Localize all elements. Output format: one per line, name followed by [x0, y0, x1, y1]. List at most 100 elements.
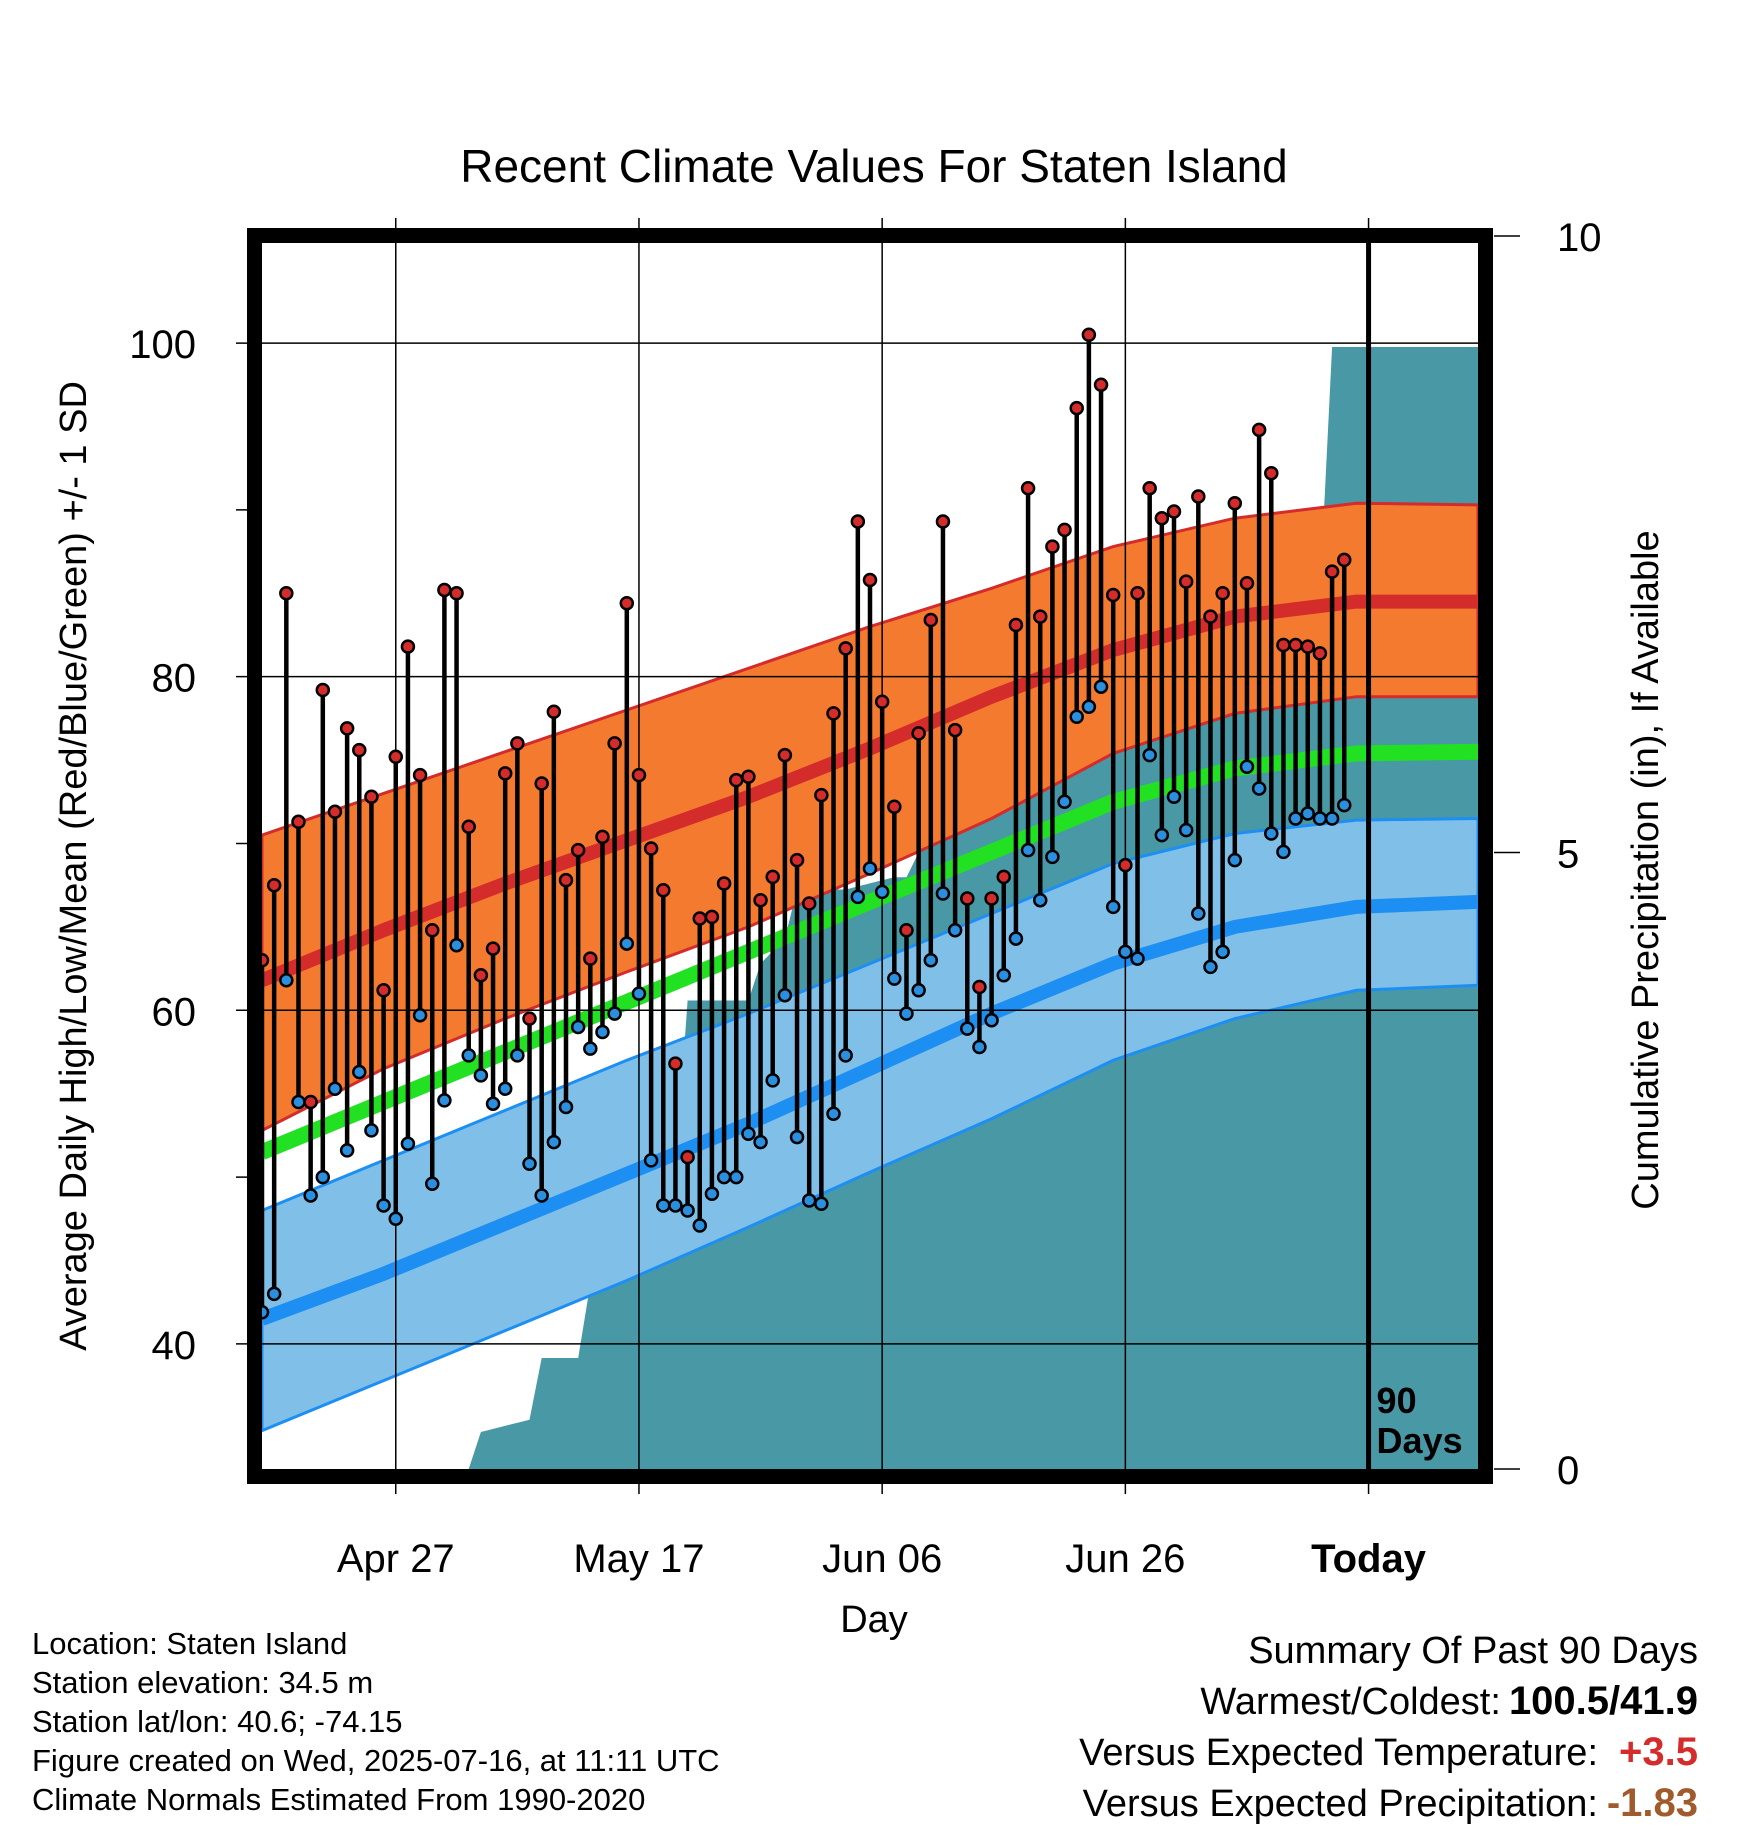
observed-high-point: [984, 891, 999, 906]
observed-low-point: [485, 1096, 501, 1111]
observed-low-point: [339, 1143, 355, 1158]
observed-high-point: [558, 872, 574, 888]
observed-high-point: [753, 892, 768, 908]
y-tick-label: 40: [152, 1324, 197, 1368]
observed-high-point: [631, 767, 647, 783]
observed-high-point: [1264, 465, 1279, 481]
days-label-number: 90: [1377, 1380, 1417, 1421]
observed-low-point: [716, 1169, 732, 1185]
low-mean-line: [262, 894, 1478, 1326]
observed-high-point: [874, 694, 890, 709]
observed-low-point: [437, 1093, 452, 1108]
observed-high-point: [461, 819, 476, 835]
observed-high-point: [972, 979, 987, 995]
y2-tick-label: 5: [1557, 833, 1579, 877]
observed-high-point: [692, 911, 708, 926]
observed-high-point: [412, 767, 428, 783]
observed-low-point: [1032, 892, 1048, 908]
observed-high-point: [1069, 400, 1084, 416]
observed-high-point: [643, 841, 659, 856]
observed-high-point: [1057, 522, 1072, 538]
temp-departure-row: Versus Expected Temperature: +3.5: [1079, 1727, 1698, 1778]
observed-high-point: [364, 789, 379, 805]
observed-high-point: [279, 586, 294, 601]
observed-low-point: [680, 1203, 695, 1218]
observed-high-point: [814, 787, 829, 803]
location-text: Location: Staten Island: [32, 1626, 348, 1661]
observed-low-point: [692, 1218, 708, 1233]
observed-low-point: [1118, 944, 1133, 960]
observed-low-point: [935, 886, 951, 901]
observed-high-point: [1093, 377, 1109, 393]
observed-low-point: [376, 1198, 391, 1213]
observed-high-point: [1081, 327, 1097, 342]
observed-low-point: [1081, 699, 1097, 714]
observed-low-point: [850, 889, 866, 905]
precip-departure-row: Versus Expected Precipitation: -1.83: [1079, 1778, 1698, 1828]
observed-low-point: [424, 1176, 440, 1192]
observed-low-point: [631, 986, 647, 1001]
observed-high-point: [741, 769, 756, 785]
observed-high-point: [765, 869, 780, 885]
observed-low-point: [911, 983, 926, 998]
observed-high-point: [570, 842, 586, 858]
observed-low-point: [262, 1304, 270, 1320]
observed-low-point: [1264, 826, 1279, 841]
observed-high-point: [801, 896, 817, 911]
observed-low-point: [728, 1169, 744, 1185]
observed-low-point: [1045, 849, 1060, 865]
observed-low-point: [960, 1021, 975, 1036]
observed-high-point: [291, 814, 306, 830]
station-info: Location: Staten Island Station elevatio…: [32, 1624, 720, 1819]
observed-high-point: [911, 726, 926, 741]
observed-low-point: [874, 884, 890, 900]
precip-departure-label: Versus Expected Precipitation:: [1082, 1783, 1598, 1825]
x-tick-label: Apr 27: [337, 1537, 455, 1581]
observed-low-point: [1093, 679, 1109, 694]
observed-high-point: [1215, 586, 1230, 601]
observed-low-point: [1251, 781, 1267, 796]
observed-high-point: [728, 772, 744, 788]
observed-low-point: [570, 1019, 586, 1035]
y-tick-label: 60: [152, 990, 197, 1034]
x-tick-label: Jun 06: [822, 1537, 942, 1581]
observed-low-point: [826, 1106, 841, 1121]
observed-low-point: [643, 1153, 659, 1168]
observed-high-point: [1130, 586, 1145, 601]
observed-high-point: [850, 514, 866, 529]
observed-high-point: [619, 596, 635, 611]
observed-low-point: [765, 1073, 780, 1088]
observed-high-point: [960, 891, 975, 906]
observed-low-point: [1300, 806, 1316, 821]
observed-high-point: [887, 799, 902, 815]
observed-low-point: [801, 1193, 817, 1208]
observed-high-point: [1227, 495, 1243, 511]
observed-high-point: [656, 882, 671, 898]
observed-high-point: [266, 877, 282, 893]
observed-low-point: [534, 1188, 549, 1203]
y-axis-title: Average Daily High/Low/Mean (Red/Blue/Gr…: [53, 381, 95, 1351]
precip-departure-value: -1.83: [1606, 1781, 1698, 1825]
x-tick-label: Jun 26: [1065, 1537, 1185, 1581]
observed-high-point: [1276, 637, 1291, 653]
observed-high-point: [485, 941, 501, 956]
observed-high-point: [583, 951, 598, 966]
observed-high-point: [1008, 617, 1024, 633]
observed-series: [262, 327, 1352, 1320]
observed-low-point: [1227, 852, 1243, 868]
chart-title: Recent Climate Values For Staten Island: [460, 140, 1288, 192]
observed-high-point: [1032, 609, 1048, 624]
observed-high-point: [996, 869, 1012, 885]
observed-high-point: [947, 722, 963, 738]
observed-high-point: [1045, 539, 1060, 554]
observed-low-point: [279, 973, 294, 988]
observed-high-point: [826, 706, 841, 721]
observed-high-point: [424, 922, 440, 938]
x-tick-label: May 17: [573, 1537, 704, 1581]
observed-high-point: [522, 1011, 537, 1026]
observed-low-point: [303, 1188, 318, 1203]
created-text: Figure created on Wed, 2025-07-16, at 11…: [32, 1743, 720, 1778]
latlon-text: Station lat/lon: 40.6; -74.15: [32, 1704, 403, 1739]
